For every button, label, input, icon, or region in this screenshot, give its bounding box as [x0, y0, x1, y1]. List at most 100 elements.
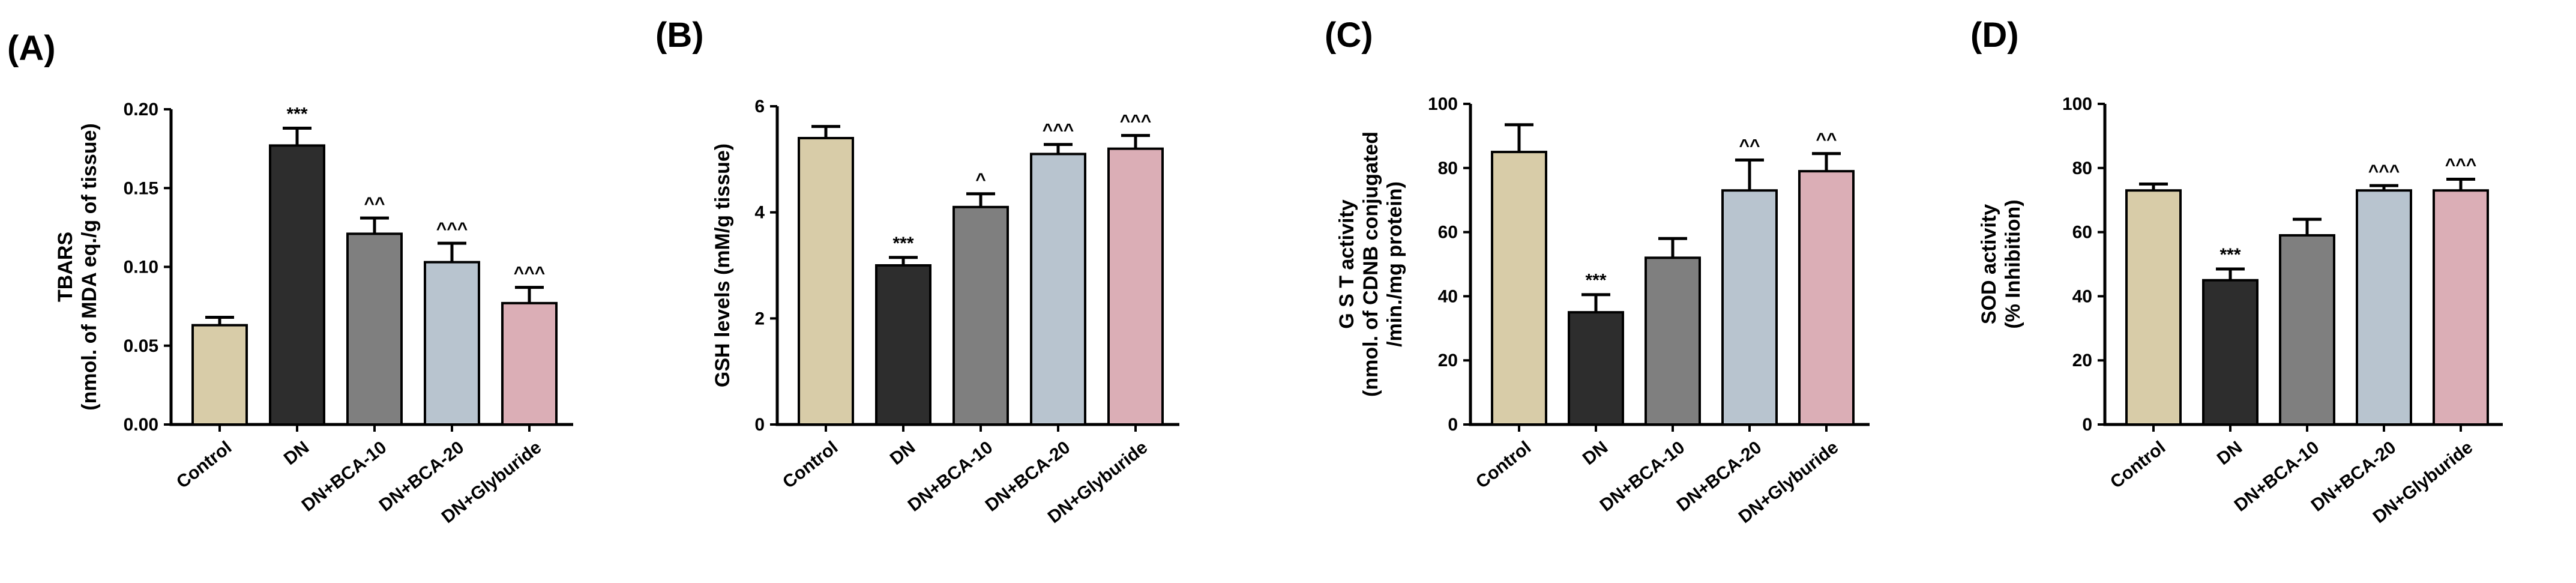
bar-dn-bca-10	[346, 232, 403, 426]
bar-dn-bca-20	[2356, 189, 2412, 426]
significance-label: ^^^	[514, 264, 546, 283]
error-bar	[2139, 183, 2168, 191]
y-tick-label: 2	[754, 309, 765, 328]
error-bar	[1735, 158, 1764, 191]
chart-panel-d: (D) 0 20 40 60 80 100 SOD activity (% Inhibition…	[1970, 16, 2503, 527]
bar-dn	[1568, 311, 1624, 426]
x-tick-label: DN	[280, 438, 313, 470]
x-tick-label: Control	[2107, 438, 2169, 493]
y-axis-label: (% Inhibition)	[2002, 199, 2024, 328]
significance-label: ^^^	[1120, 112, 1152, 131]
y-axis-label: (nmol. of CDNB conjugated	[1359, 131, 1382, 397]
y-tick-label: 6	[754, 97, 765, 116]
bar-dn	[2202, 279, 2259, 426]
y-tick-label: 0	[2082, 415, 2092, 435]
panel-label: (B)	[655, 16, 704, 55]
x-tick-label: DN	[2213, 438, 2246, 470]
significance-label: ^^^	[1043, 121, 1074, 140]
x-tick-label: DN+BCA-10	[2231, 438, 2323, 516]
y-tick-label: 0.15	[124, 178, 158, 198]
error-bar	[283, 127, 311, 146]
chart-panel-c: (C) 0 20 40 60 80 100 G S T activity (nmol. of C…	[1325, 16, 1870, 527]
chart-panel-a: (A) 0.00 0.05 0.10 0.15 0.20 TBARS (nmol. of MD…	[7, 29, 573, 527]
bar-dn-glyburide	[2433, 189, 2489, 426]
bar-dn-glyburide	[1798, 170, 1855, 426]
panel-label: (A)	[7, 29, 56, 68]
significance-label: ^^	[364, 194, 385, 214]
y-tick-label: 100	[1428, 94, 1458, 114]
error-bar	[360, 216, 389, 234]
bar-dn	[875, 264, 931, 426]
y-axis-label: /min./mg protein)	[1383, 181, 1406, 347]
x-tick-label: DN	[1579, 438, 1612, 470]
significance-label: ^	[975, 170, 986, 190]
panel-label: (D)	[1970, 16, 2019, 55]
bar-dn-bca-20	[1030, 153, 1086, 426]
y-tick-label: 0.10	[124, 258, 158, 277]
x-tick-label: DN+BCA-10	[298, 438, 391, 516]
y-tick-label: 20	[2072, 351, 2092, 370]
error-bar	[2446, 177, 2475, 191]
x-tick-label: Control	[173, 438, 235, 493]
significance-label: ^^	[1816, 130, 1837, 150]
y-tick-label: 0	[1448, 415, 1458, 435]
error-bar	[205, 316, 234, 325]
significance-label: ^^^	[436, 219, 468, 239]
bar-control	[191, 324, 248, 426]
error-bar	[1505, 123, 1533, 153]
bar-dn	[269, 144, 325, 426]
y-tick-label: 20	[1438, 351, 1458, 370]
y-tick-label: 80	[2072, 159, 2092, 178]
error-bar	[811, 125, 840, 138]
error-bar	[2370, 184, 2398, 191]
bar-dn-bca-20	[1721, 189, 1778, 426]
x-tick-label: DN	[886, 438, 919, 470]
error-bar	[438, 241, 466, 262]
significance-label: ^^^	[2368, 162, 2400, 181]
chart-panel-b: (B) 0 2 4 6 GSH levels (mM/g tissue) Control **…	[655, 16, 1179, 527]
y-tick-label: 80	[1438, 159, 1458, 178]
error-bar	[2216, 267, 2245, 280]
y-axis-label: G S T activity	[1335, 199, 1358, 328]
error-bar	[1044, 143, 1073, 154]
bar-dn-glyburide	[1107, 147, 1164, 426]
bar-control	[1491, 151, 1547, 426]
significance-label: ***	[286, 104, 307, 124]
significance-label: ***	[1585, 271, 1606, 291]
x-tick-label: DN+BCA-10	[904, 438, 997, 516]
y-axis-label: (nmol. of MDA eq./g of tissue)	[78, 123, 101, 411]
panel-label: (C)	[1325, 16, 1373, 55]
significance-label: ***	[892, 234, 913, 253]
error-bar	[889, 256, 918, 265]
y-axis-label: SOD activity	[1978, 204, 2000, 324]
error-bar	[2293, 217, 2322, 235]
y-tick-label: 0.00	[124, 415, 158, 435]
significance-label: ***	[2219, 245, 2240, 265]
y-tick-label: 60	[2072, 223, 2092, 243]
y-tick-label: 40	[2072, 286, 2092, 306]
x-tick-label: Control	[779, 438, 841, 493]
error-bar	[1658, 237, 1687, 258]
y-tick-label: 60	[1438, 223, 1458, 243]
y-tick-label: 100	[2062, 94, 2092, 114]
y-axis-label: GSH levels (mM/g tissue)	[711, 143, 734, 387]
error-bar	[1121, 134, 1150, 149]
y-tick-label: 4	[754, 203, 765, 223]
y-tick-label: 0	[754, 415, 765, 435]
y-tick-label: 0.05	[124, 336, 158, 356]
y-tick-label: 0.20	[124, 100, 158, 119]
x-tick-label: DN+BCA-10	[1596, 438, 1689, 516]
x-tick-label: Control	[1472, 438, 1535, 493]
significance-label: ^^	[1739, 136, 1760, 156]
error-bar	[1581, 293, 1610, 313]
significance-label: ^^^	[2445, 155, 2477, 175]
bar-dn-bca-10	[1645, 256, 1701, 426]
bar-dn-bca-20	[424, 261, 480, 426]
error-bar	[966, 192, 995, 207]
y-axis-label: TBARS	[54, 232, 77, 302]
error-bar	[515, 286, 544, 303]
bar-control	[2125, 189, 2182, 426]
bar-dn-bca-10	[952, 205, 1009, 426]
bar-dn-bca-10	[2279, 234, 2335, 426]
